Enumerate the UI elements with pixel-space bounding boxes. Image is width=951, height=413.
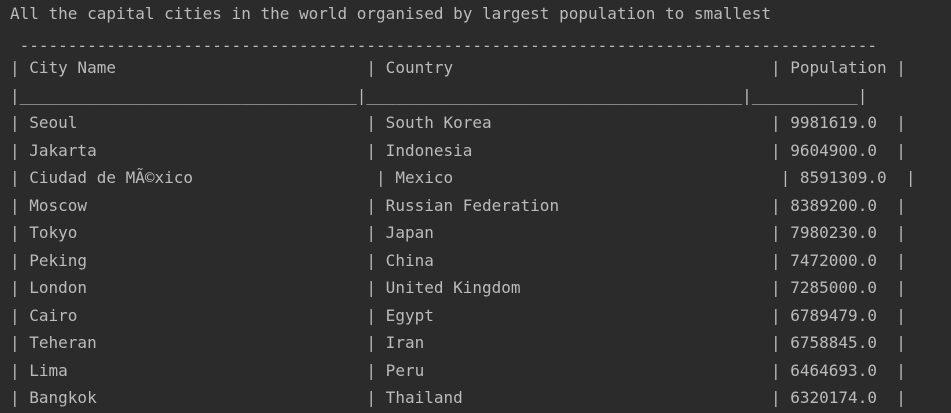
table-separator-row: |___________________________________|___… xyxy=(10,86,868,105)
table-row: | Bangkok | Thailand | 6320174.0 | xyxy=(10,388,906,407)
table-row: | Teheran | Iran | 6758845.0 | xyxy=(10,333,906,352)
table-header-row: | City Name | Country | Population | xyxy=(10,58,906,77)
table-row: | Jakarta | Indonesia | 9604900.0 | xyxy=(10,141,906,160)
table-row: | Lima | Peru | 6464693.0 | xyxy=(10,361,906,380)
console-output: All the capital cities in the world orga… xyxy=(10,0,945,413)
table-row: | Peking | China | 7472000.0 | xyxy=(10,251,906,270)
table-row: | Cairo | Egypt | 6789479.0 | xyxy=(10,306,906,325)
table-top-border: ----------------------------------------… xyxy=(10,36,877,55)
table-row: | Ciudad de MÃ©xico | Mexico | 8591309.0… xyxy=(10,168,916,187)
console-heading: All the capital cities in the world orga… xyxy=(10,4,771,23)
table-row: | London | United Kingdom | 7285000.0 | xyxy=(10,278,906,297)
table-row: | Seoul | South Korea | 9981619.0 | xyxy=(10,113,906,132)
table-row: | Moscow | Russian Federation | 8389200.… xyxy=(10,196,906,215)
table-row: | Tokyo | Japan | 7980230.0 | xyxy=(10,223,906,242)
